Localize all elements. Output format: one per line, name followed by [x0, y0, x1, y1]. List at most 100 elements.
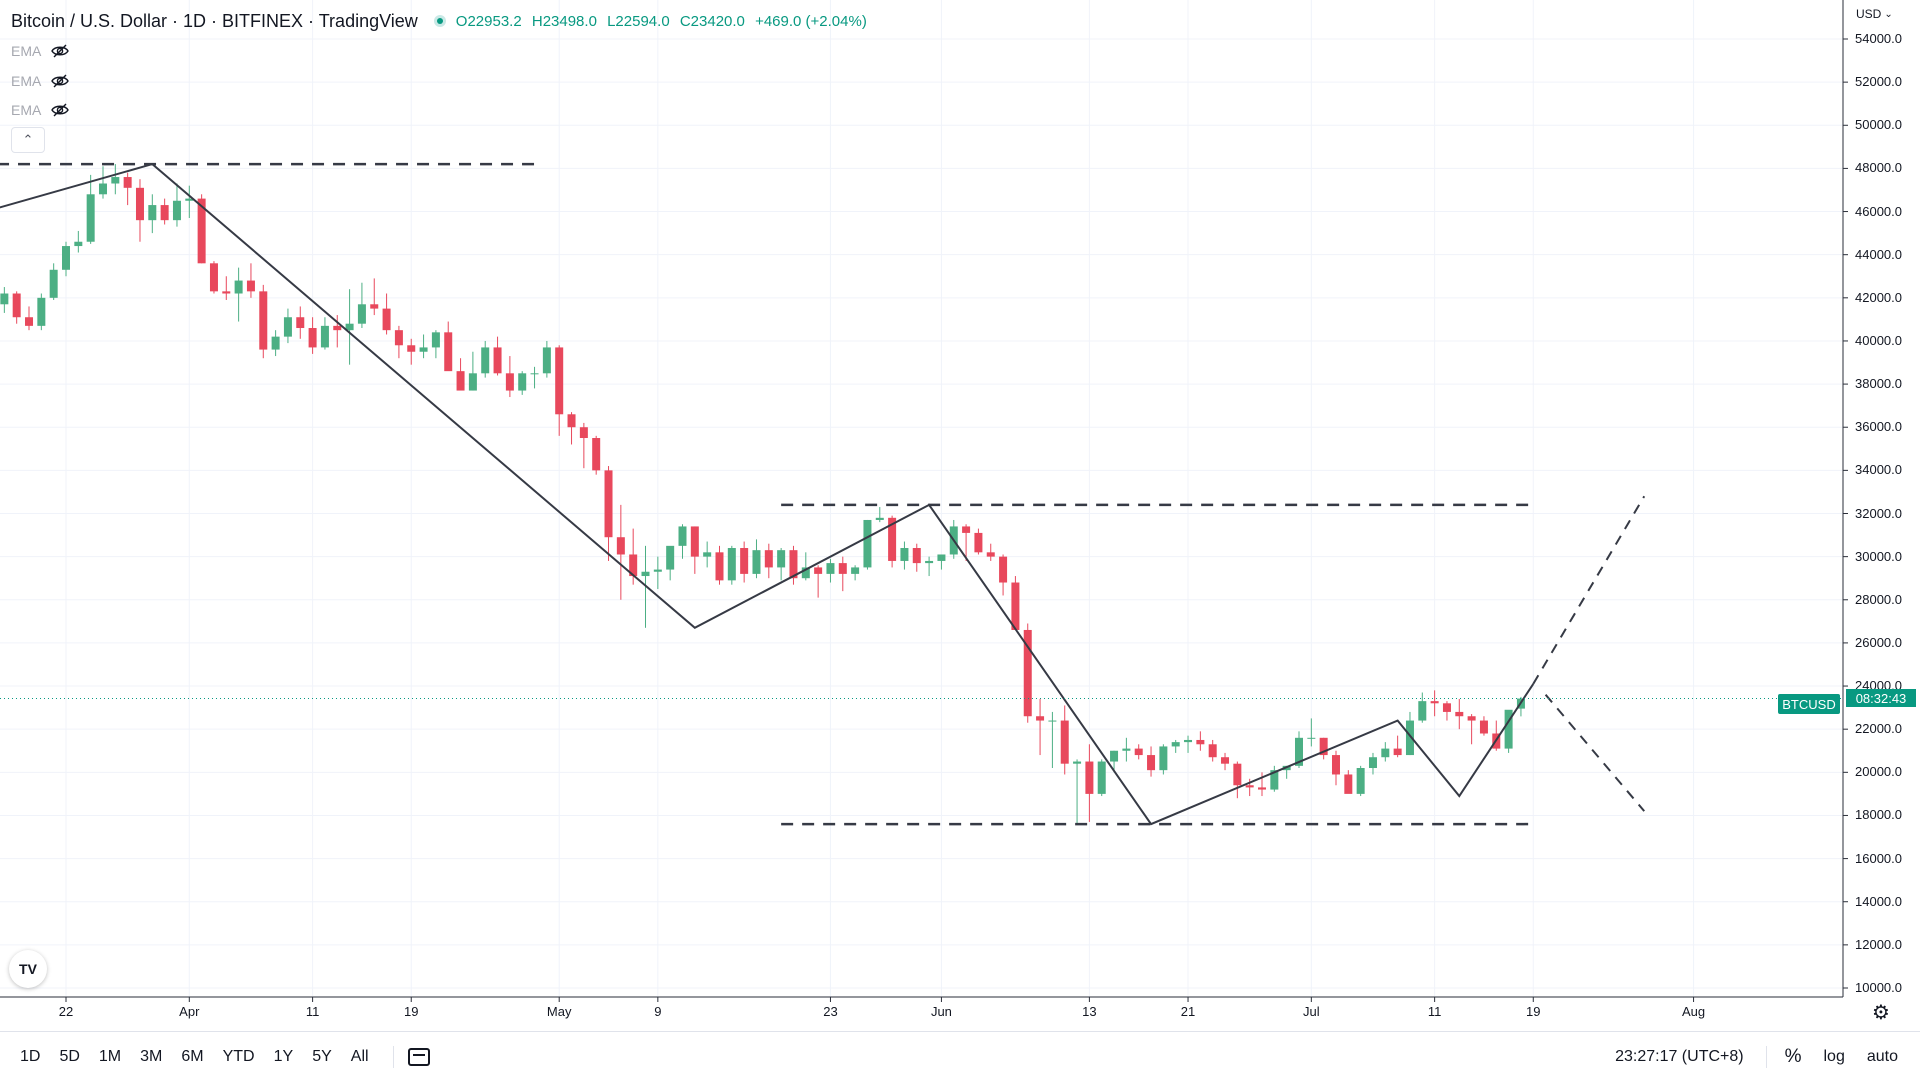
- candle[interactable]: [246, 263, 255, 298]
- candle[interactable]: [1073, 759, 1082, 825]
- range-1m-button[interactable]: 1M: [98, 1047, 122, 1065]
- candle[interactable]: [98, 166, 107, 199]
- candle[interactable]: [986, 543, 995, 561]
- candle[interactable]: [1196, 731, 1205, 751]
- symbol-title[interactable]: Bitcoin / U.S. Dollar · 1D · BITFINEX · …: [11, 10, 418, 31]
- candle[interactable]: [37, 293, 46, 331]
- candle[interactable]: [1405, 711, 1414, 756]
- candle[interactable]: [592, 435, 601, 475]
- candle[interactable]: [308, 317, 317, 354]
- collapse-indicators-button[interactable]: ⌃: [11, 127, 45, 153]
- candle[interactable]: [1011, 576, 1020, 630]
- candle[interactable]: [407, 338, 416, 365]
- auto-scale-button[interactable]: auto: [1866, 1047, 1898, 1065]
- candle[interactable]: [567, 412, 576, 445]
- candle[interactable]: [740, 541, 749, 583]
- candle[interactable]: [962, 524, 971, 561]
- candle[interactable]: [0, 287, 9, 313]
- candle[interactable]: [62, 241, 70, 277]
- candle[interactable]: [666, 545, 675, 581]
- candle[interactable]: [111, 164, 120, 195]
- candle[interactable]: [394, 325, 403, 359]
- candle[interactable]: [1430, 690, 1439, 717]
- gear-icon[interactable]: ⚙: [1872, 1002, 1890, 1024]
- candle[interactable]: [1085, 744, 1094, 822]
- candle[interactable]: [1442, 701, 1451, 721]
- candle[interactable]: [296, 306, 305, 339]
- range-5d-button[interactable]: 5D: [59, 1047, 80, 1065]
- candle[interactable]: [357, 282, 366, 329]
- candle[interactable]: [86, 174, 95, 244]
- candle[interactable]: [789, 545, 798, 585]
- candle[interactable]: [1147, 746, 1156, 777]
- candle[interactable]: [419, 334, 428, 359]
- candle[interactable]: [555, 345, 564, 436]
- candle[interactable]: [172, 183, 181, 227]
- candle[interactable]: [974, 528, 983, 555]
- candle[interactable]: [1233, 761, 1242, 799]
- candle[interactable]: [468, 351, 477, 391]
- candle[interactable]: [25, 306, 34, 331]
- candle[interactable]: [1418, 692, 1427, 723]
- candle[interactable]: [283, 308, 292, 344]
- candle[interactable]: [1381, 742, 1390, 762]
- range-6m-button[interactable]: 6M: [181, 1047, 204, 1065]
- candle[interactable]: [727, 545, 736, 585]
- eye-off-icon[interactable]: [51, 101, 70, 119]
- candle[interactable]: [814, 565, 823, 598]
- indicator-row[interactable]: EMA: [11, 70, 70, 92]
- candle[interactable]: [1356, 765, 1365, 797]
- candle[interactable]: [777, 548, 786, 581]
- candle[interactable]: [690, 526, 699, 574]
- candle[interactable]: [185, 185, 194, 219]
- candle[interactable]: [826, 558, 835, 583]
- candle[interactable]: [123, 172, 132, 206]
- candle[interactable]: [1307, 718, 1316, 747]
- candle[interactable]: [259, 284, 268, 359]
- candle[interactable]: [838, 556, 847, 592]
- candle[interactable]: [1036, 698, 1045, 756]
- candle[interactable]: [234, 267, 243, 322]
- candle[interactable]: [1060, 705, 1069, 775]
- candle[interactable]: [715, 545, 724, 585]
- candle[interactable]: [764, 543, 773, 579]
- candle[interactable]: [456, 358, 465, 391]
- eye-off-icon[interactable]: [51, 42, 70, 60]
- candle[interactable]: [678, 524, 687, 559]
- candle[interactable]: [1184, 735, 1193, 753]
- candle[interactable]: [1159, 744, 1168, 775]
- candle[interactable]: [1097, 759, 1106, 797]
- calendar-goto-icon[interactable]: [407, 1047, 430, 1066]
- candle[interactable]: [1504, 709, 1513, 753]
- candle[interactable]: [1368, 752, 1377, 775]
- candle[interactable]: [1134, 744, 1143, 760]
- candle[interactable]: [493, 336, 502, 376]
- candle[interactable]: [74, 230, 83, 253]
- candle[interactable]: [912, 543, 921, 572]
- candle[interactable]: [444, 321, 453, 372]
- candle[interactable]: [370, 278, 379, 316]
- candle[interactable]: [382, 293, 391, 335]
- candle[interactable]: [703, 541, 712, 568]
- indicator-row[interactable]: EMA: [11, 99, 70, 121]
- candle[interactable]: [222, 276, 231, 300]
- candle[interactable]: [160, 198, 169, 225]
- candle[interactable]: [518, 371, 527, 395]
- candle[interactable]: [320, 317, 329, 350]
- candle[interactable]: [653, 556, 662, 589]
- candle[interactable]: [505, 356, 514, 398]
- range-ytd-button[interactable]: YTD: [222, 1047, 255, 1065]
- candle[interactable]: [875, 507, 884, 523]
- range-1d-button[interactable]: 1D: [20, 1047, 41, 1065]
- candle[interactable]: [542, 340, 551, 378]
- candle[interactable]: [1319, 737, 1328, 760]
- candle[interactable]: [1467, 714, 1476, 745]
- candle[interactable]: [345, 289, 354, 365]
- candle[interactable]: [616, 504, 625, 600]
- candle[interactable]: [925, 556, 934, 577]
- currency-selector[interactable]: USD ⌄: [1856, 7, 1893, 21]
- clock-display[interactable]: 23:27:17 (UTC+8): [1615, 1047, 1744, 1065]
- candle[interactable]: [135, 179, 144, 242]
